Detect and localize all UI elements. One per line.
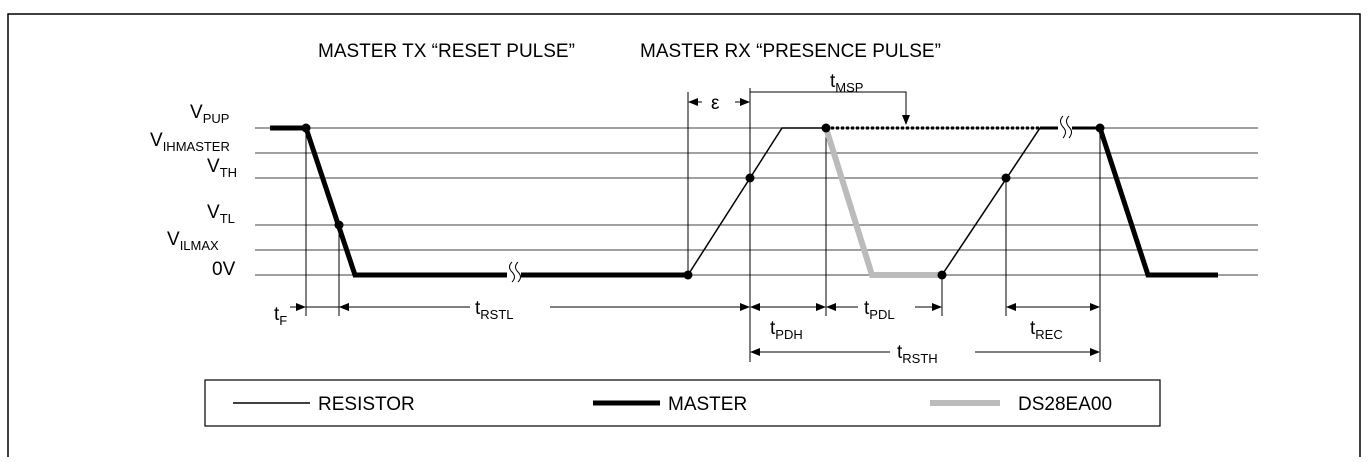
label-part: t	[770, 318, 776, 339]
timing-label: tRSTL	[475, 298, 514, 322]
break-symbol	[1058, 115, 1072, 139]
resistor-wave	[941, 127, 1100, 276]
title-right: MASTER RX “PRESENCE PULSE”	[640, 41, 941, 62]
label-part: PDH	[775, 327, 802, 342]
label-part: t	[864, 298, 870, 319]
label-part: t	[274, 304, 280, 325]
title-left: MASTER TX “RESET PULSE”	[318, 41, 575, 62]
ds28ea00-wave	[823, 127, 942, 278]
label-part: F	[279, 313, 287, 328]
frame	[7, 13, 1361, 462]
legend	[204, 379, 1161, 427]
legend-label: MASTER	[668, 394, 747, 415]
label-part: t	[475, 298, 481, 319]
resistor-wave	[687, 127, 826, 276]
legend-label: RESISTOR	[318, 394, 415, 415]
timing-label: tRSTH	[897, 342, 938, 366]
epsilon-label: ε	[711, 93, 720, 114]
level-label: VTL	[207, 202, 235, 226]
label-part: PDL	[869, 307, 894, 322]
legend-label: DS28EA00	[1018, 394, 1112, 415]
label-part: V	[150, 130, 163, 151]
label-part: PUP	[203, 111, 230, 126]
master-wave	[1097, 127, 1218, 278]
label-part: V	[207, 202, 220, 223]
break-symbol	[507, 261, 521, 283]
label-part: IHMASTER	[163, 139, 230, 154]
reference-lines	[305, 88, 1101, 362]
label-part: TL	[220, 211, 235, 226]
timing-label: tREC	[1030, 318, 1063, 342]
label-part: RSTH	[902, 351, 937, 366]
master-wave	[270, 125, 688, 278]
timing-label: tPDL	[864, 298, 895, 322]
level-label: VPUP	[190, 102, 229, 126]
timing-arrows	[290, 91, 1100, 356]
label-part: t	[830, 71, 836, 92]
level-label: VILMAX	[167, 229, 219, 253]
label-part: t	[1030, 318, 1036, 339]
label-part: V	[167, 229, 180, 250]
dots	[301, 123, 1105, 280]
label-part: MSP	[835, 80, 863, 95]
label-part: ILMAX	[180, 238, 219, 253]
label-part: V	[190, 102, 203, 123]
timing-label: tMSP	[830, 71, 863, 95]
label-part: t	[897, 342, 903, 363]
timing-label: tF	[274, 304, 287, 328]
timing-label: tPDH	[770, 318, 803, 342]
label-part: RSTL	[480, 307, 513, 322]
level-label: 0V	[212, 259, 236, 280]
label-part: REC	[1035, 327, 1062, 342]
label-part: V	[207, 156, 220, 177]
label-part: TH	[220, 165, 237, 180]
level-label: VIHMASTER	[150, 130, 230, 154]
level-label: VTH	[207, 156, 237, 180]
